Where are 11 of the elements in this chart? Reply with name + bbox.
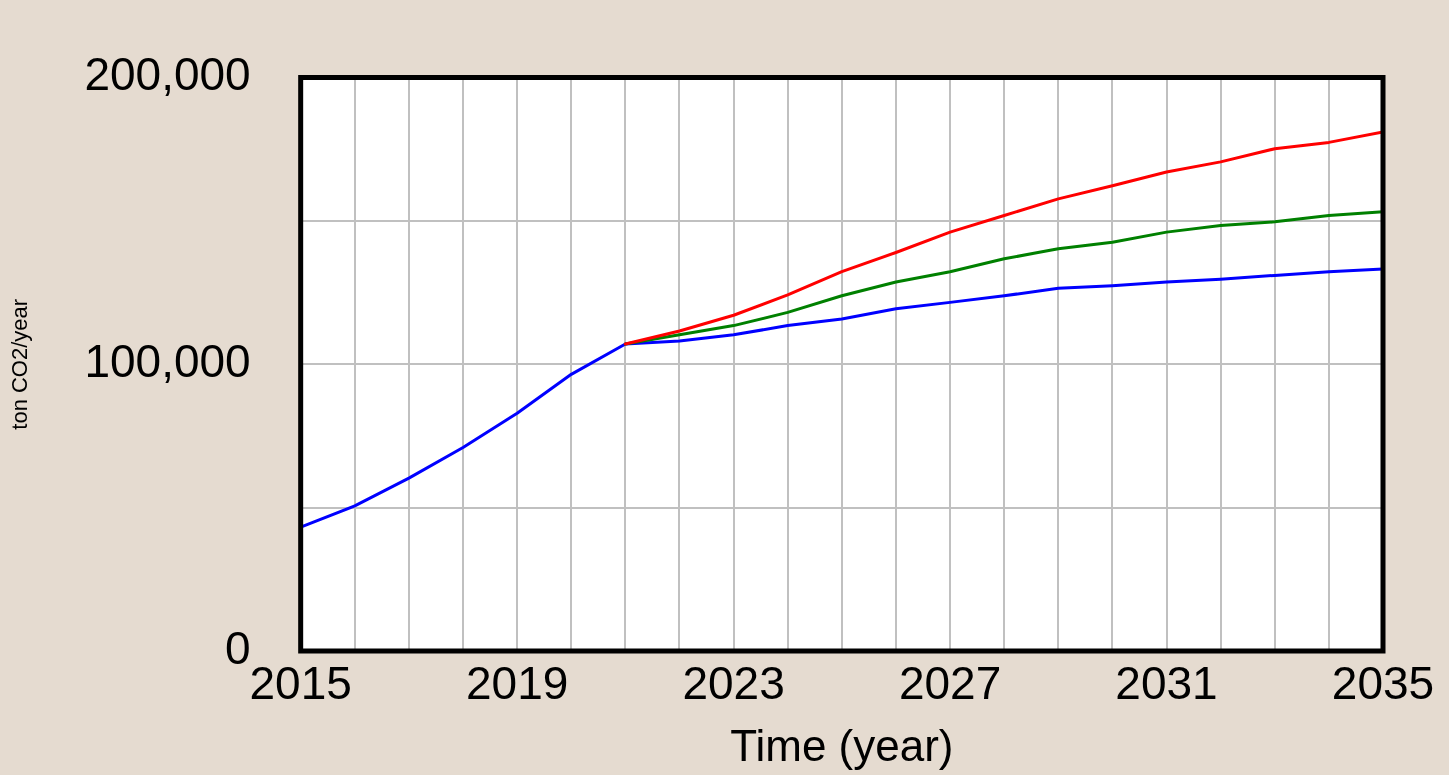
y-axis-title: ton CO2/year bbox=[7, 298, 33, 430]
x-axis-title: Time (year) bbox=[730, 720, 954, 770]
x-tick-label: 2015 bbox=[249, 657, 352, 710]
x-tick-label: 2019 bbox=[465, 657, 569, 710]
x-tick-label: 2031 bbox=[1115, 657, 1218, 710]
y-tick-label: 0 bbox=[225, 621, 251, 674]
x-tick-label: 2027 bbox=[898, 657, 1002, 710]
x-tick-label: 2035 bbox=[1331, 657, 1435, 710]
y-tick-label: 100,000 bbox=[84, 334, 251, 387]
y-tick-label: 200,000 bbox=[84, 48, 251, 101]
x-tick-label: 2023 bbox=[682, 657, 785, 710]
